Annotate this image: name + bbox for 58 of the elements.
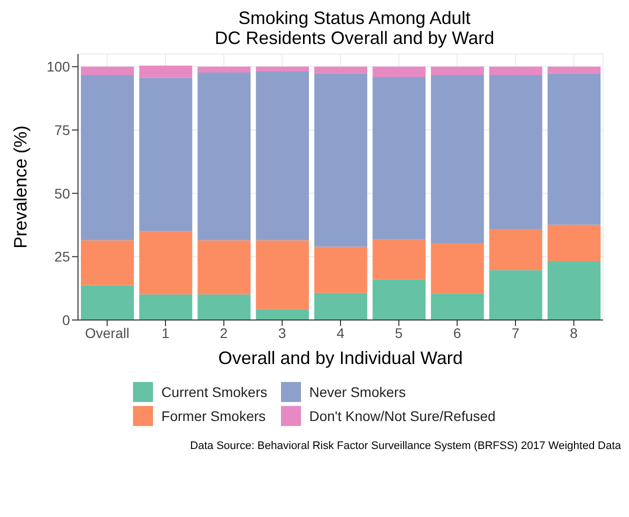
bar xyxy=(139,294,192,320)
bar xyxy=(80,285,134,320)
chart-title: Smoking Status Among Adult DC Residents Overall and by Ward xyxy=(214,8,496,48)
legend-label: Current Smokers xyxy=(161,384,268,400)
x-tick-label: 8 xyxy=(570,324,578,341)
bar xyxy=(548,73,601,225)
x-tick-label: 2 xyxy=(220,324,228,341)
bar xyxy=(256,240,309,310)
bar xyxy=(372,66,426,78)
x-tick-label: 3 xyxy=(278,324,286,341)
y-tick-label: 100 xyxy=(46,58,70,75)
bar xyxy=(430,66,484,76)
x-axis-title: Overall and by Individual Ward xyxy=(218,348,463,368)
bar xyxy=(80,66,134,76)
bar xyxy=(198,72,251,240)
bar xyxy=(256,66,309,72)
legend-label: Never Smokers xyxy=(309,384,406,400)
x-tick-label: 7 xyxy=(512,324,520,341)
y-tick-label: 0 xyxy=(62,312,70,328)
bar xyxy=(80,240,134,286)
x-tick-label: 5 xyxy=(394,324,403,341)
bar xyxy=(198,66,251,72)
bar xyxy=(139,78,192,232)
bar xyxy=(372,77,426,240)
bar xyxy=(430,294,484,320)
bar xyxy=(489,270,542,320)
bar xyxy=(372,240,426,280)
x-tick-label: Overall xyxy=(84,324,130,341)
bar xyxy=(489,75,542,230)
bar xyxy=(256,71,309,240)
bar xyxy=(548,66,601,74)
legend-label: Don't Know/Not Sure/Refused xyxy=(309,408,496,424)
bar xyxy=(139,66,192,78)
bar xyxy=(489,229,542,270)
bar xyxy=(314,246,368,293)
bar xyxy=(198,240,251,294)
x-tick-label: 1 xyxy=(162,324,170,341)
bar xyxy=(314,292,368,320)
legend-label: Former Smokers xyxy=(161,408,266,424)
bar xyxy=(430,75,484,243)
bar xyxy=(198,294,251,320)
bar xyxy=(372,279,426,320)
bar xyxy=(314,66,368,74)
y-tick-label: 75 xyxy=(54,122,70,138)
bar xyxy=(430,242,484,294)
bar xyxy=(548,224,601,261)
bar xyxy=(256,309,309,320)
x-tick-label: 4 xyxy=(336,324,345,341)
bar xyxy=(139,231,192,294)
y-axis-title: Prevalence (%) xyxy=(10,125,30,249)
bar xyxy=(314,73,368,247)
y-tick-label: 50 xyxy=(54,185,70,202)
source-note: Data Source: Behavioral Risk Factor Surveillance System (BRFSS) 2017 Weighted Data xyxy=(189,440,621,452)
y-tick-label: 25 xyxy=(54,248,70,265)
bar xyxy=(548,260,601,320)
bar xyxy=(489,66,542,76)
bar xyxy=(80,75,134,240)
x-tick-label: 6 xyxy=(453,324,462,341)
